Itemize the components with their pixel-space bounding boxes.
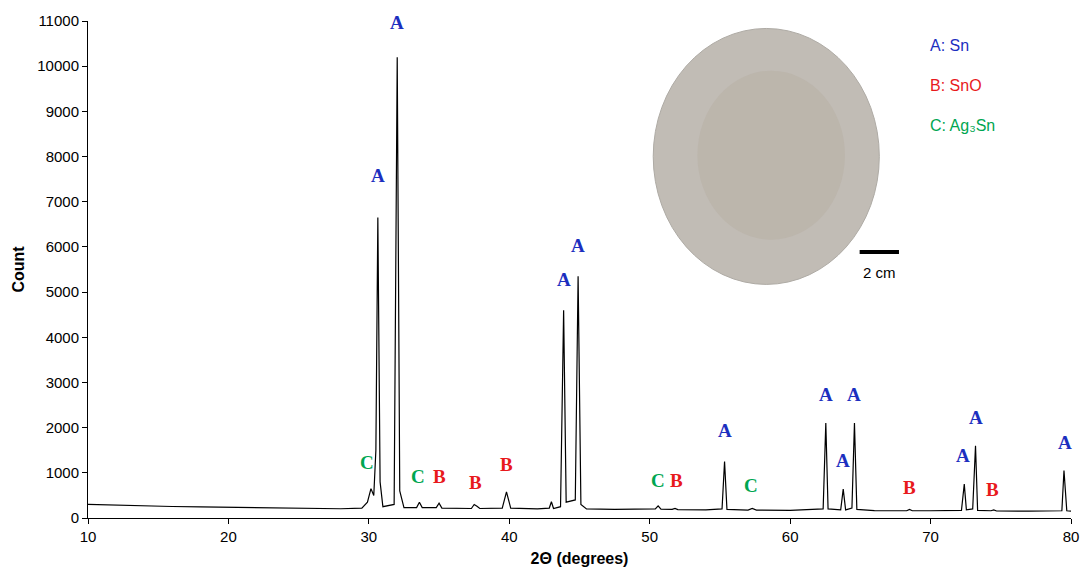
svg-text:B: B	[986, 479, 999, 500]
svg-text:A: A	[557, 269, 571, 290]
svg-text:2Θ (degrees): 2Θ (degrees)	[531, 550, 629, 567]
svg-text:4000: 4000	[46, 329, 79, 346]
svg-text:A: A	[718, 420, 732, 441]
svg-text:C: C	[651, 470, 665, 491]
svg-text:10000: 10000	[37, 57, 79, 74]
svg-text:10: 10	[80, 528, 97, 545]
svg-text:A: A	[571, 235, 585, 256]
svg-text:C: C	[411, 466, 425, 487]
svg-text:1000: 1000	[46, 464, 79, 481]
svg-text:8000: 8000	[46, 148, 79, 165]
svg-text:C: C	[744, 475, 758, 496]
svg-text:B: B	[433, 466, 446, 487]
svg-text:C: C	[360, 452, 374, 473]
svg-text:50: 50	[641, 528, 658, 545]
svg-text:A: A	[836, 450, 850, 471]
svg-text:2 cm: 2 cm	[863, 264, 896, 281]
svg-text:7000: 7000	[46, 193, 79, 210]
svg-text:11000: 11000	[38, 12, 79, 29]
svg-text:20: 20	[220, 528, 237, 545]
svg-text:A: A	[956, 445, 970, 466]
svg-text:30: 30	[361, 528, 378, 545]
svg-text:0: 0	[71, 509, 79, 526]
svg-text:A: A	[969, 407, 983, 428]
svg-text:60: 60	[782, 528, 799, 545]
svg-text:5000: 5000	[46, 283, 79, 300]
svg-text:A: A	[371, 165, 385, 186]
svg-text:2000: 2000	[46, 419, 79, 436]
svg-text:70: 70	[922, 528, 939, 545]
svg-text:A: Sn: A: Sn	[930, 37, 969, 54]
svg-text:A: A	[390, 12, 404, 33]
svg-text:B: SnO: B: SnO	[930, 77, 982, 94]
svg-text:9000: 9000	[46, 103, 79, 120]
svg-text:Count: Count	[10, 246, 27, 293]
svg-text:3000: 3000	[46, 374, 79, 391]
svg-text:B: B	[469, 472, 482, 493]
svg-text:A: A	[819, 384, 833, 405]
svg-text:C: Ag₃Sn: C: Ag₃Sn	[930, 117, 995, 134]
svg-text:A: A	[847, 384, 861, 405]
svg-text:B: B	[670, 470, 683, 491]
svg-text:40: 40	[501, 528, 518, 545]
svg-text:B: B	[903, 477, 916, 498]
svg-text:80: 80	[1063, 528, 1080, 545]
svg-text:B: B	[500, 454, 513, 475]
svg-text:A: A	[1058, 432, 1072, 453]
svg-text:6000: 6000	[46, 238, 79, 255]
